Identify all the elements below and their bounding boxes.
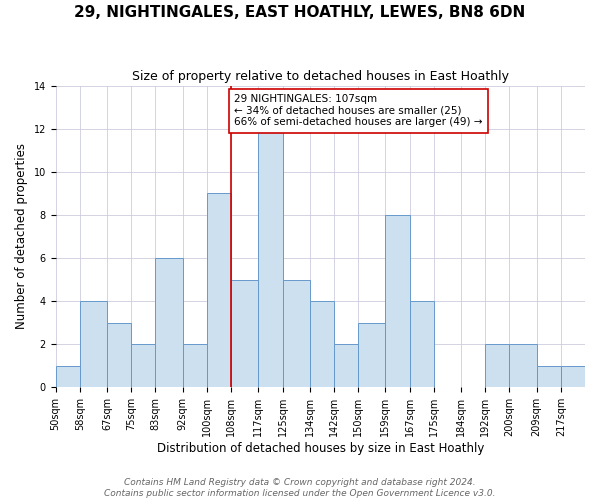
- Bar: [410, 301, 434, 388]
- Bar: [561, 366, 585, 388]
- Text: 29, NIGHTINGALES, EAST HOATHLY, LEWES, BN8 6DN: 29, NIGHTINGALES, EAST HOATHLY, LEWES, B…: [74, 5, 526, 20]
- Text: Contains HM Land Registry data © Crown copyright and database right 2024.
Contai: Contains HM Land Registry data © Crown c…: [104, 478, 496, 498]
- Bar: [131, 344, 155, 388]
- Bar: [259, 128, 283, 388]
- Bar: [334, 344, 358, 388]
- Bar: [385, 215, 410, 388]
- Bar: [231, 280, 259, 388]
- Bar: [536, 366, 561, 388]
- Text: 29 NIGHTINGALES: 107sqm
← 34% of detached houses are smaller (25)
66% of semi-de: 29 NIGHTINGALES: 107sqm ← 34% of detache…: [234, 94, 482, 128]
- Bar: [107, 322, 131, 388]
- Y-axis label: Number of detached properties: Number of detached properties: [15, 144, 28, 330]
- Bar: [509, 344, 536, 388]
- Bar: [207, 194, 231, 388]
- Bar: [80, 301, 107, 388]
- Bar: [56, 366, 80, 388]
- Bar: [283, 280, 310, 388]
- Title: Size of property relative to detached houses in East Hoathly: Size of property relative to detached ho…: [132, 70, 509, 83]
- Bar: [182, 344, 207, 388]
- Bar: [155, 258, 182, 388]
- Bar: [358, 322, 385, 388]
- Bar: [310, 301, 334, 388]
- X-axis label: Distribution of detached houses by size in East Hoathly: Distribution of detached houses by size …: [157, 442, 484, 455]
- Bar: [485, 344, 509, 388]
